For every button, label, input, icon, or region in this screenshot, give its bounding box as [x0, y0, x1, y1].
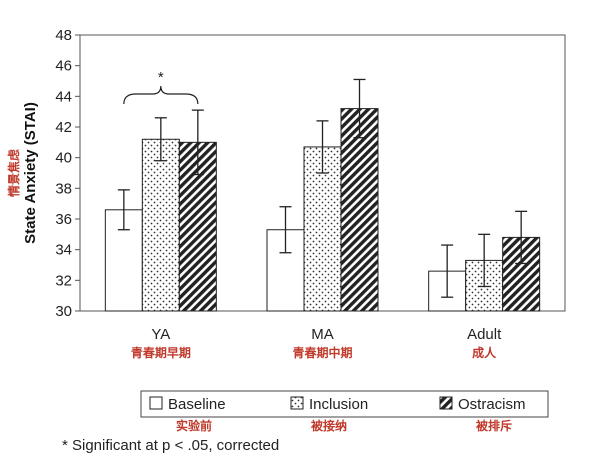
- y-tick-label-30: 30: [55, 303, 72, 320]
- x-tick-label-cn-ma: 青春期中期: [292, 345, 352, 360]
- y-tick-label-40: 40: [55, 150, 72, 167]
- y-tick-label-38: 38: [55, 180, 72, 197]
- y-tick-label-32: 32: [55, 272, 72, 289]
- y-tick-label-42: 42: [55, 119, 72, 136]
- significance-star: *: [158, 69, 164, 86]
- legend-box: [140, 390, 549, 418]
- y-tick-label-34: 34: [55, 242, 72, 259]
- y-tick-label-44: 44: [55, 88, 72, 105]
- legend-swatch-inclusion: [290, 396, 304, 410]
- legend-label-cn-inclusion: 被接纳: [311, 418, 347, 433]
- y-tick-label-48: 48: [55, 27, 72, 44]
- legend-label-ostracism: Ostracism: [458, 396, 526, 413]
- significance-bracket: [123, 85, 199, 105]
- y-tick-label-36: 36: [55, 211, 72, 228]
- legend-swatch-baseline: [149, 396, 163, 410]
- legend-label-baseline: Baseline: [168, 396, 226, 413]
- footnote: * Significant at p < .05, corrected: [62, 437, 279, 454]
- x-tick-label-ya: YA: [151, 326, 170, 343]
- y-axis-label: State Anxiety (STAI): [22, 102, 39, 244]
- x-tick-label-ma: MA: [311, 326, 334, 343]
- bar-ya-inclusion: [141, 138, 180, 312]
- bar-ma-inclusion: [303, 146, 342, 312]
- bar-ma-ostracism: [340, 108, 379, 312]
- x-tick-label-cn-ya: 青春期早期: [131, 345, 191, 360]
- y-tick-label-46: 46: [55, 58, 72, 75]
- legend-label-cn-baseline: 实验前: [176, 418, 212, 433]
- legend-label-cn-ostracism: 被排斥: [476, 418, 512, 433]
- legend-swatch-ostracism: [439, 396, 453, 410]
- x-tick-label-cn-adult: 成人: [472, 345, 497, 360]
- x-tick-label-adult: Adult: [467, 326, 502, 343]
- legend-label-inclusion: Inclusion: [309, 396, 368, 413]
- y-axis-label-cn: 情景焦虑: [6, 149, 21, 197]
